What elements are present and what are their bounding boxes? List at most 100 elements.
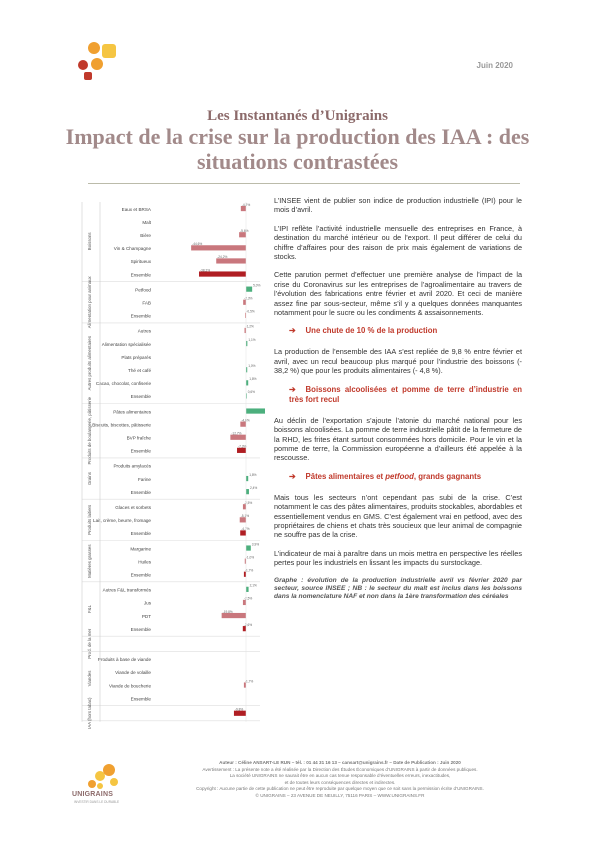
group-label: F&L [87,604,92,613]
paragraph-pates: Mais tous les secteurs n’ont cependant p… [274,492,522,540]
row-label: Jus [144,601,152,606]
data-label: 5,0% [253,283,260,287]
row-label: Ensemble [131,490,152,495]
data-label: 0,6% [248,390,255,394]
bar [239,232,246,238]
bar [242,599,246,606]
footer-copyright: Copyright : Aucune partie de cette publi… [196,786,484,792]
bar [233,710,246,716]
row-label: Petfood [135,287,151,292]
row-label: Thé et café [128,368,151,373]
bar [237,447,246,453]
bar [246,393,247,399]
bar [221,612,246,619]
logo-dot-2 [102,44,116,58]
logo-dot-3 [78,60,88,70]
data-label: -1,7% [245,679,253,683]
row-label: Spiritueux [131,259,152,264]
data-label: -24,2% [217,255,227,259]
data-label: -5,1% [241,514,249,518]
row-label: Huiles [138,559,151,564]
bar [191,245,246,251]
paragraph-chute: La production de l’ensemble des IAA s’es… [274,347,522,376]
footer-warning: Avertissement : La présente note a été r… [202,766,478,772]
data-label: -2,5% [244,597,252,601]
row-label: Lait, crème, beurre, fromage [93,518,151,523]
group-label: Boissons [87,232,92,251]
chart-caption: Graphe : évolution de la production indu… [274,576,522,601]
row-label: Viande de volaille [115,670,151,675]
bar [245,312,246,318]
bar [216,258,246,264]
data-label: -7,3% [238,445,246,449]
bar [246,340,248,347]
footer-warning-3: et de toutes leurs conséquences directes… [284,779,396,785]
row-label: Vin & Champagne [114,246,152,251]
row-label: Ensemble [131,572,152,577]
row-label: Malt [142,220,151,225]
group-label: Produits laitiers [87,504,92,535]
group-label: Viandes [87,670,92,687]
data-label: -1,2% [246,325,254,329]
data-label: 1,0% [248,364,255,368]
data-label: -9,8% [235,707,243,711]
group-label: IAA (hors tabac) [87,697,92,729]
row-label: Ensemble [131,394,152,399]
brand-name: UNIGRAINS [72,791,114,798]
bar [246,545,251,551]
heading-chute: ➔ Une chute de 10 % de la production [274,326,522,336]
row-label: Margarine [130,546,151,551]
data-label: -1,0% [246,555,254,559]
data-label: 3,9% [252,542,259,546]
data-label: -1,7% [245,568,253,572]
paragraph-boissons: Au déclin de l’exportation s’ajoute l’at… [274,415,522,463]
row-label: Ensemble [131,314,152,319]
bar [243,682,246,688]
paragraph-outlook: L’indicateur de mai à paraître dans un m… [274,548,522,568]
bar [239,517,246,523]
bar [246,286,253,292]
brand-tagline: INVESTIR DANS LE DURABLE [74,800,120,804]
article-body: L’INSEE vient de publier son indice de p… [274,196,522,611]
bar [230,434,246,440]
bar [246,380,249,386]
group-label: Prod. de la mer [87,628,92,659]
bar [246,489,249,495]
bar [240,530,246,536]
group-label: Matières grasses [87,544,92,578]
unigrains-footer-logo [88,764,118,789]
heading-boissons-text: Boissons alcoolisées et pomme de terre d… [289,384,522,404]
bar [243,571,246,577]
bar [240,421,246,427]
row-label: FAB [142,300,151,305]
data-label: -19,8% [223,610,233,614]
row-label: Produits amylacés [113,464,151,469]
bar [244,327,246,334]
arrow-icon: ➔ [289,471,296,481]
data-label: -2,3% [244,296,252,300]
row-label: Autres [138,329,152,334]
footer-warning-2: La société UNIGRAINS ne saurait être en … [229,773,451,779]
heading-boissons: ➔ Boissons alcoolisées et pomme de terre … [274,385,522,405]
row-label: Produits à base de viande [98,657,152,662]
data-label: 2,1% [250,584,257,588]
row-label: Farine [138,477,151,482]
row-label: Biscuits, biscottes, pâtisserie [92,422,151,427]
heading-pates-text-a: Pâtes alimentaires et [305,471,386,481]
bar [244,558,246,564]
row-label: Eaux et BRSA [122,207,152,212]
bar [246,586,249,592]
heading-pates-text-b: petfood [385,471,414,481]
footer: Auteur : Céline ANSART-LE RUN – tél. : 0… [150,760,530,800]
publication-date: Juin 2020 [476,61,513,70]
row-label: Viande de boucherie [109,683,152,688]
row-label: Glaces et sorbets [115,505,151,510]
bar [240,205,246,212]
row-label: Plats préparés [121,355,151,360]
group-label: Autres produits alimentaires [87,335,92,390]
row-label: Ensemble [131,272,152,277]
footer-author: Auteur : Céline ANSART-LE RUN – tél. : 0… [219,760,461,765]
bar [243,299,246,305]
paragraph-ipi: L’IPI reflète l’activité industrielle me… [274,223,522,262]
